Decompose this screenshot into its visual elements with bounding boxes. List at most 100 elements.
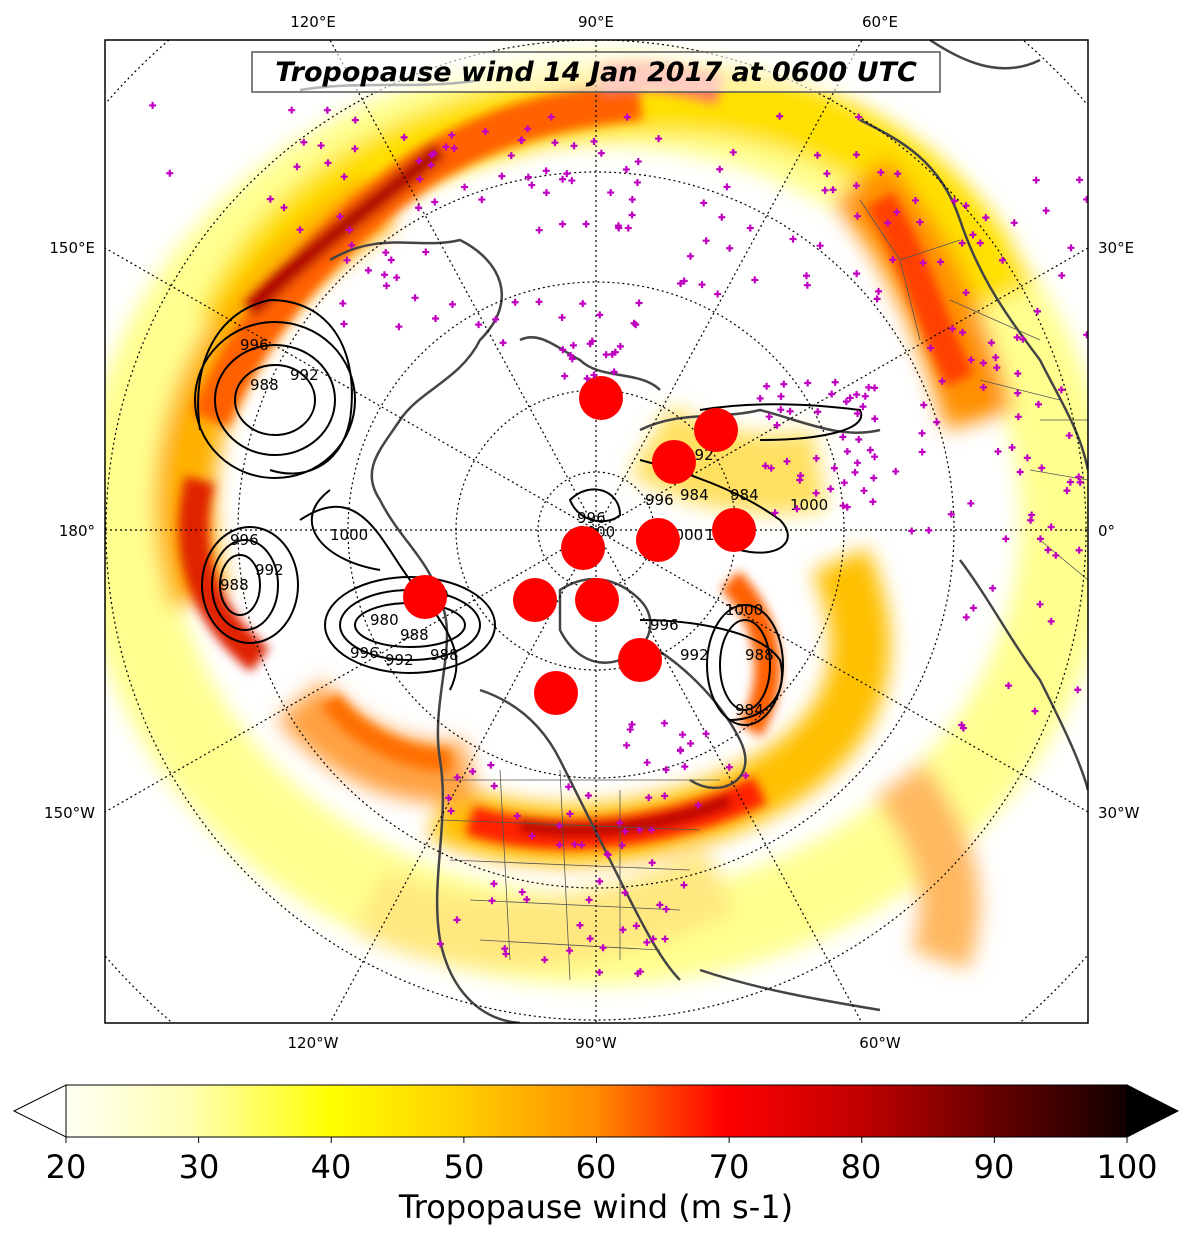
station-marker — [551, 139, 559, 147]
station-marker — [660, 719, 668, 727]
contour-label: 988 — [400, 626, 429, 644]
station-marker — [802, 272, 810, 280]
station-marker — [558, 313, 566, 321]
station-marker — [541, 956, 549, 964]
station-marker — [1008, 443, 1016, 451]
station-marker — [871, 384, 879, 392]
station-marker — [1057, 386, 1065, 394]
station-marker — [1032, 176, 1040, 184]
station-marker — [415, 204, 423, 212]
station-marker — [767, 464, 775, 472]
lon-label-left-180: 180° — [59, 522, 95, 540]
station-marker — [662, 905, 670, 913]
station-marker — [628, 211, 636, 219]
title-frame — [251, 51, 941, 93]
station-marker — [796, 476, 804, 484]
station-marker — [339, 299, 347, 307]
station-marker — [547, 113, 555, 121]
station-marker — [780, 380, 788, 388]
station-marker — [746, 224, 754, 232]
station-marker — [958, 721, 966, 729]
station-marker — [619, 926, 627, 934]
vortex-marker — [561, 526, 605, 570]
station-marker — [563, 170, 571, 178]
vortex-marker — [403, 575, 447, 619]
station-marker — [920, 401, 928, 409]
station-marker — [702, 237, 710, 245]
station-marker — [661, 935, 669, 943]
station-marker — [958, 239, 966, 247]
station-marker — [432, 314, 440, 322]
contour-label: 984 — [680, 486, 709, 504]
station-marker — [623, 113, 631, 121]
station-marker — [610, 368, 618, 376]
station-marker — [498, 172, 506, 180]
station-marker — [1083, 195, 1088, 203]
station-marker — [566, 810, 574, 818]
station-marker — [1002, 535, 1010, 543]
station-marker — [582, 220, 590, 228]
station-marker — [475, 321, 483, 329]
station-marker — [648, 859, 656, 867]
station-marker — [694, 801, 702, 809]
lon-label-bottom-120w: 120°W — [288, 1034, 339, 1052]
station-marker — [569, 341, 577, 349]
station-marker — [411, 294, 419, 302]
station-marker — [1042, 207, 1050, 215]
station-marker — [643, 938, 651, 946]
contour-label: 984 — [735, 701, 764, 719]
station-marker — [632, 321, 640, 329]
station-marker — [635, 299, 643, 307]
station-marker — [568, 355, 576, 363]
station-marker — [662, 766, 670, 774]
station-marker — [911, 196, 919, 204]
colorbar: 20 30 40 50 60 70 80 90 100 Tropopause w… — [12, 1084, 1180, 1226]
station-marker — [967, 356, 975, 364]
colorbar-extend-high — [1126, 1084, 1180, 1138]
station-marker — [680, 881, 688, 889]
station-marker — [576, 921, 584, 929]
colorbar-tick-label: 60 — [576, 1148, 617, 1186]
station-marker — [487, 761, 495, 769]
station-marker — [994, 447, 1002, 455]
colorbar-tick-label: 30 — [179, 1148, 220, 1186]
station-marker — [676, 746, 684, 754]
station-marker — [1074, 686, 1082, 694]
station-marker — [436, 940, 444, 948]
station-marker — [584, 792, 592, 800]
station-marker — [427, 161, 435, 169]
station-marker — [853, 391, 861, 399]
station-marker — [340, 173, 348, 181]
station-marker — [999, 256, 1007, 264]
station-marker — [636, 826, 644, 834]
lon-label-right-30e: 30°E — [1098, 239, 1134, 257]
station-marker — [814, 408, 822, 416]
station-marker — [567, 351, 575, 359]
contour-label: 992 — [255, 561, 284, 579]
station-marker — [565, 783, 573, 791]
lon-label-right-30w: 30°W — [1098, 804, 1140, 822]
station-marker — [488, 897, 496, 905]
station-marker — [852, 182, 860, 190]
station-marker — [561, 372, 569, 380]
station-marker — [992, 353, 1000, 361]
station-marker — [777, 392, 785, 400]
station-marker — [830, 464, 838, 472]
station-marker — [948, 325, 956, 333]
colorbar-tick-label: 50 — [444, 1148, 485, 1186]
station-marker — [1083, 331, 1088, 339]
station-marker — [559, 220, 567, 228]
station-marker — [866, 446, 874, 454]
contour-label: 996 — [350, 644, 379, 662]
vortex-marker — [579, 376, 623, 420]
vortex-marker — [575, 578, 619, 622]
station-marker — [871, 415, 879, 423]
station-marker — [607, 189, 615, 197]
contour-label: 996 — [577, 509, 606, 527]
station-marker — [542, 167, 550, 175]
station-marker — [677, 279, 685, 287]
station-marker — [765, 413, 773, 421]
station-marker — [842, 398, 850, 406]
vortex-markers — [403, 376, 756, 715]
station-marker — [502, 950, 510, 958]
